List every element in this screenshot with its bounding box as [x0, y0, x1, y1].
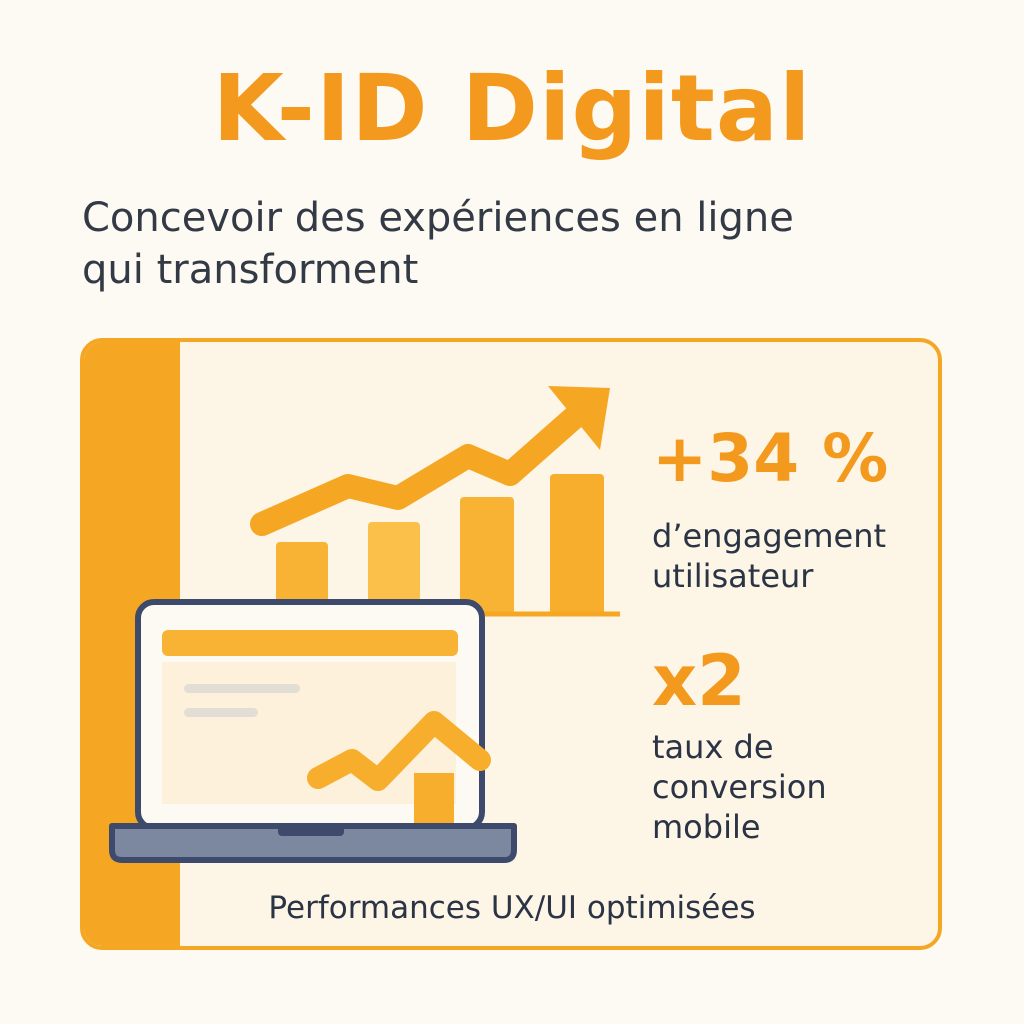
- stat-conversion-label: taux de conversion mobile: [652, 727, 827, 847]
- stat-engagement-value: +34 %: [652, 420, 889, 497]
- tagline: Concevoir des expériences en ligne qui t…: [82, 192, 922, 296]
- brand-title: K-ID Digital: [212, 55, 812, 162]
- screen-trend-line: [307, 711, 491, 791]
- text-line-1: [184, 684, 300, 693]
- stat-conversion-label-line-1: taux de: [652, 728, 774, 766]
- screen-bar: [414, 773, 454, 825]
- stat-engagement-label-line-2: utilisateur: [652, 557, 814, 595]
- bar-4: [550, 474, 604, 616]
- laptop-icon: [109, 599, 517, 863]
- trend-arrow-icon: [250, 386, 610, 536]
- tagline-line-1: Concevoir des expériences en ligne: [82, 195, 794, 241]
- text-line-2: [184, 708, 258, 717]
- stat-engagement-label: d’engagement utilisateur: [652, 516, 886, 596]
- stat-conversion-label-line-3: mobile: [652, 808, 761, 846]
- screen-header-bar: [162, 630, 458, 656]
- stat-engagement-label-line-1: d’engagement: [652, 517, 887, 555]
- bar-2: [368, 522, 420, 616]
- laptop-notch: [278, 826, 344, 836]
- stat-conversion-label-line-2: conversion: [652, 768, 827, 806]
- stat-conversion-value: x2: [652, 640, 746, 722]
- bar-1: [276, 542, 328, 616]
- card-footer-caption: Performances UX/UI optimisées: [268, 890, 756, 926]
- bar-3: [460, 497, 514, 616]
- laptop-base: [109, 823, 517, 863]
- tagline-line-2: qui transforment: [82, 247, 419, 293]
